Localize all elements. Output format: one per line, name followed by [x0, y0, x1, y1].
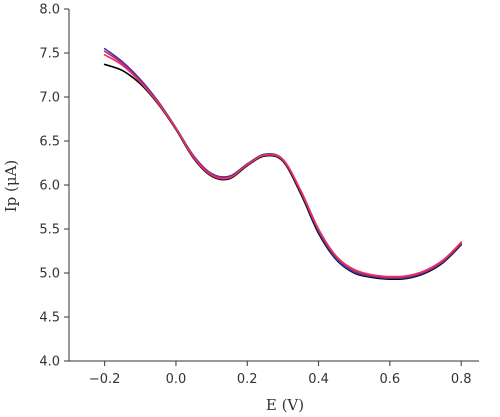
x-axis-title: E (V)	[266, 396, 304, 414]
series-group	[103, 47, 462, 281]
y-tick-label: 8.0	[39, 3, 60, 18]
x-tick-label: −0.2	[89, 372, 121, 387]
y-tick-label: 7.5	[39, 47, 60, 62]
y-tick-label: 4.5	[39, 311, 60, 326]
x-tick-label: 0.4	[308, 372, 329, 387]
series-line-1	[103, 63, 462, 281]
series-line-3	[103, 50, 462, 279]
x-ticks: −0.2 0.0 0.2 0.4 0.6 0.8	[89, 361, 472, 387]
x-tick-label: 0.2	[237, 372, 258, 387]
y-tick-label: 4.0	[39, 355, 60, 370]
axes	[68, 9, 479, 362]
y-tick-label: 5.0	[39, 267, 60, 282]
y-tick-label: 6.0	[39, 179, 60, 194]
x-tick-label: 0.0	[166, 372, 187, 387]
y-ticks: 4.0 4.5 5.0 5.5 6.0 6.5 7.0 7.5 8.0	[39, 3, 69, 370]
y-tick-label: 6.5	[39, 135, 60, 150]
x-tick-label: 0.6	[380, 372, 401, 387]
y-tick-label: 7.0	[39, 91, 60, 106]
x-tick-label: 0.8	[451, 372, 472, 387]
series-line-2	[103, 47, 462, 280]
y-tick-label: 5.5	[39, 223, 60, 238]
series-line-4	[103, 53, 462, 278]
y-axis-title: Ip (μA)	[2, 160, 20, 213]
